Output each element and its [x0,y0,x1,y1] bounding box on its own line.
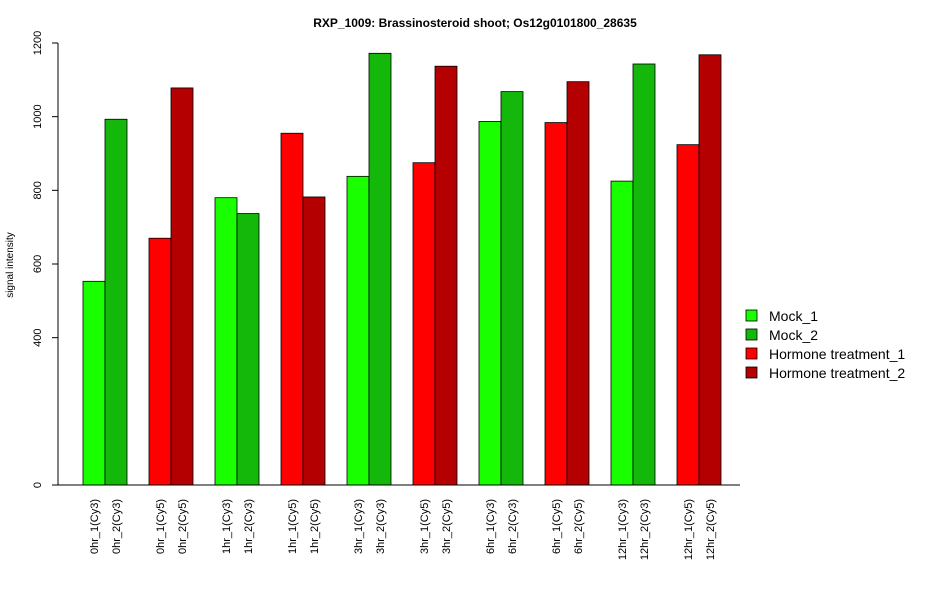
y-tick-label: 1000 [32,104,44,128]
bar [566,81,590,486]
bar [280,132,304,486]
x-tick-label: 0hr_1(Cy5) [155,499,167,554]
x-tick-label: 6hr_2(Cy5) [573,499,585,554]
x-tick-label: 12hr_2(Cy3) [639,499,651,560]
x-tick-label: 3hr_1(Cy3) [353,499,365,554]
y-tick-label: 800 [32,181,44,199]
y-tick-label: 400 [32,328,44,346]
bar [82,280,106,486]
bar [148,237,172,486]
bar [434,65,458,486]
bar [302,196,326,486]
x-tick-label: 3hr_2(Cy5) [441,499,453,554]
bar [676,144,700,486]
bar [610,180,634,486]
legend-label: Mock_1 [769,308,818,324]
legend-swatch [745,366,758,379]
x-tick-label: 3hr_2(Cy3) [375,499,387,554]
x-tick-label: 12hr_1(Cy5) [683,499,695,560]
bar [346,175,370,486]
bar [104,118,128,486]
bar [236,213,260,486]
x-tick-label: 1hr_1(Cy5) [287,499,299,554]
x-tick-label: 1hr_2(Cy5) [309,499,321,554]
y-axis-title: signal intensity [5,232,16,298]
y-tick-label: 600 [32,255,44,273]
x-tick-labels: 0hr_1(Cy3) 0hr_2(Cy3) 0hr_1(Cy5) 0hr_2(Cy5)… [89,499,717,560]
legend-swatch [745,347,758,360]
legend-label: Hormone treatment_1 [769,346,905,362]
bar [544,122,568,486]
legend: Mock_1 Mock_2 Hormone treatment_1 Hormone t… [745,308,905,381]
bars-group [82,52,722,486]
x-tick-label: 1hr_1(Cy3) [221,499,233,554]
x-tick-label: 3hr_1(Cy5) [419,499,431,554]
x-tick-label: 6hr_1(Cy3) [485,499,497,554]
bar [632,63,656,486]
x-tick-label: 1hr_2(Cy3) [243,499,255,554]
bar [500,91,524,486]
legend-label: Hormone treatment_2 [769,365,905,381]
x-tick-label: 6hr_1(Cy5) [551,499,563,554]
x-tick-label: 0hr_2(Cy5) [177,499,189,554]
x-tick-label: 0hr_1(Cy3) [89,499,101,554]
bar [478,121,502,486]
bar [214,197,238,486]
y-tick-label: 1200 [32,31,44,55]
y-tick-label: 0 [32,482,44,488]
legend-swatch [745,328,758,341]
x-tick-label: 12hr_1(Cy3) [617,499,629,560]
bar [412,162,436,486]
bar [698,54,722,486]
bar [368,52,392,486]
legend-label: Mock_2 [769,327,818,343]
legend-swatch [745,309,758,322]
x-tick-label: 12hr_2(Cy5) [705,499,717,560]
x-tick-label: 6hr_2(Cy3) [507,499,519,554]
y-axis: 0 400 600 800 1000 1200 [32,31,59,488]
chart-title: RXP_1009: Brassinosteroid shoot; Os12g01… [313,16,637,30]
bar [170,87,194,486]
x-tick-label: 0hr_2(Cy3) [111,499,123,554]
